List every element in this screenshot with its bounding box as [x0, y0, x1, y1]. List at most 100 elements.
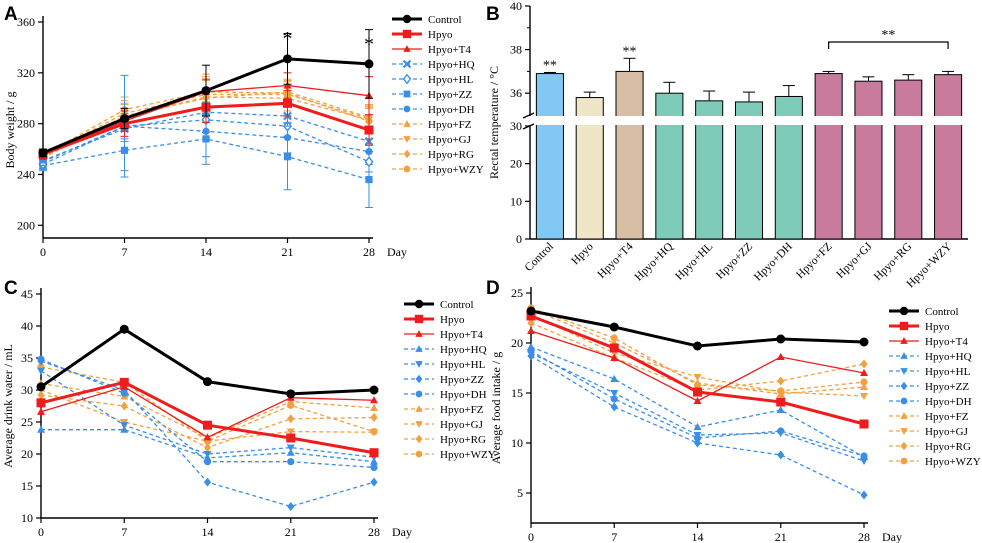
data-point — [203, 421, 212, 430]
legend-marker — [404, 106, 411, 113]
legend-label: Hpyo+FZ — [428, 119, 472, 131]
data-point — [777, 451, 784, 460]
data-point — [694, 397, 702, 404]
x-tick-label: 28 — [858, 530, 870, 543]
x-tick-label: 21 — [282, 245, 294, 259]
x-tick-label: Control — [523, 241, 556, 274]
data-point — [287, 502, 294, 511]
y-tick-label: 45 — [21, 287, 33, 301]
legend-label: Hpyo+WZY — [428, 164, 484, 176]
legend-item-hpyo-rg: Hpyo+RG — [392, 149, 474, 161]
legend-marker — [403, 30, 411, 38]
data-point — [610, 390, 618, 397]
legend-label: Control — [428, 14, 462, 26]
data-point — [287, 449, 295, 456]
bar-control: Control — [523, 72, 564, 273]
significance-marker: ** — [623, 44, 637, 59]
data-point — [860, 491, 867, 500]
panel-b: 0102030363840Rectal temperature / °CCont… — [487, 0, 972, 290]
data-point — [860, 338, 869, 347]
data-point — [777, 377, 784, 386]
legend-item-hpyo-wzy: Hpyo+WZY — [404, 449, 496, 461]
data-point — [777, 353, 785, 360]
significance-marker: * — [283, 28, 293, 50]
legend-label: Hpyo+RG — [925, 441, 971, 453]
y-tick-label: 5 — [517, 486, 523, 500]
y-tick-label: 20 — [510, 157, 522, 171]
legend-marker — [404, 91, 411, 98]
legend-label: Hpyo+T4 — [428, 44, 471, 56]
significance-marker: * — [364, 33, 374, 55]
legend-label: Hpyo+HQ — [440, 344, 487, 356]
data-point — [370, 386, 379, 395]
legend-marker — [901, 458, 908, 465]
x-tick-label: Hpyo+FZ — [794, 241, 835, 282]
x-axis-label: Day — [387, 245, 407, 259]
data-point — [370, 413, 377, 422]
legend-marker — [416, 391, 423, 398]
legend-item-hpyo-dh: Hpyo+DH — [392, 104, 475, 116]
legend-label: Hpyo+WZY — [925, 456, 981, 468]
data-point — [370, 458, 378, 465]
legend-label: Hpyo+T4 — [440, 329, 483, 341]
bar-rect — [895, 80, 922, 239]
data-point — [365, 157, 372, 166]
series-line — [531, 316, 864, 424]
legend: Control Hpyo Hpyo+T4 Hpyo+HQ Hpyo+HL Hpyo+ZZ H… — [889, 306, 981, 468]
panel-label-c: C — [4, 278, 18, 299]
y-tick-label: 15 — [511, 386, 523, 400]
x-tick-label: Hpyo+HL — [673, 241, 715, 283]
x-axis-label: Day — [882, 530, 902, 543]
data-point — [120, 114, 129, 123]
y-tick-label: 200 — [17, 218, 35, 232]
legend-label: Hpyo+FZ — [925, 411, 969, 423]
y-tick-label: 15 — [21, 479, 33, 493]
legend-label: Hpyo — [925, 321, 950, 333]
legend-item-hpyo-fz: Hpyo+FZ — [404, 404, 484, 416]
panel-a: 200 240 280 320 360 0 7 14 21 28 Day Body weight / … — [3, 14, 484, 259]
legend-label: Hpyo+HL — [428, 74, 474, 86]
bar-rect — [616, 71, 643, 239]
legend-item-control: Control — [404, 299, 474, 311]
y-tick-label: 30 — [21, 383, 33, 397]
data-point — [860, 420, 869, 429]
legend-marker — [404, 75, 411, 84]
legend-item-hpyo-hl: Hpyo+HL — [889, 366, 971, 378]
legend-label: Hpyo+DH — [428, 104, 475, 116]
legend-label: Hpyo+HL — [925, 366, 971, 378]
legend-item-hpyo-gj: Hpyo+GJ — [404, 419, 484, 431]
data-point — [860, 360, 867, 369]
legend-marker — [416, 435, 423, 444]
legend-label: Hpyo+GJ — [428, 134, 472, 146]
legend-item-hpyo-hl: Hpyo+HL — [404, 359, 486, 371]
y-axis-label: Average drink water / mL — [1, 344, 15, 468]
y-tick-label: 0 — [516, 232, 522, 246]
y-tick-label: 25 — [21, 415, 33, 429]
x-tick-label: 0 — [528, 530, 534, 543]
significance-marker: ** — [881, 28, 895, 43]
legend-label: Control — [925, 306, 959, 318]
y-axis-label: Body weight / g — [3, 92, 17, 169]
legend-marker — [404, 150, 411, 159]
data-point — [370, 404, 378, 411]
panel-d: 5101520250 7 14 21 28 DayAverage food intake … — [489, 286, 981, 543]
data-point — [287, 414, 294, 423]
panel-label-d: D — [486, 278, 500, 299]
series-control — [37, 325, 379, 399]
x-tick-label: 0 — [40, 245, 46, 259]
legend-label: Hpyo+HQ — [428, 59, 475, 71]
legend-item-hpyo-fz: Hpyo+FZ — [889, 411, 969, 423]
legend-marker — [403, 15, 411, 23]
x-tick-label: Hpyo+ZZ — [714, 241, 755, 282]
legend-item-hpyo-dh: Hpyo+DH — [404, 389, 487, 401]
legend-item-hpyo-wzy: Hpyo+WZY — [392, 164, 484, 176]
data-point — [370, 464, 377, 471]
x-tick-label: 14 — [202, 525, 214, 539]
legend-marker — [415, 300, 423, 308]
data-point — [527, 327, 535, 334]
data-point — [365, 126, 374, 135]
y-tick-label: 20 — [21, 447, 33, 461]
legend-item-hpyo-t4: Hpyo+T4 — [889, 336, 968, 348]
legend: Control Hpyo Hpyo+T4 Hpyo+HQ Hpyo+HL Hpyo+ZZ H… — [392, 14, 484, 176]
data-point — [287, 458, 294, 465]
